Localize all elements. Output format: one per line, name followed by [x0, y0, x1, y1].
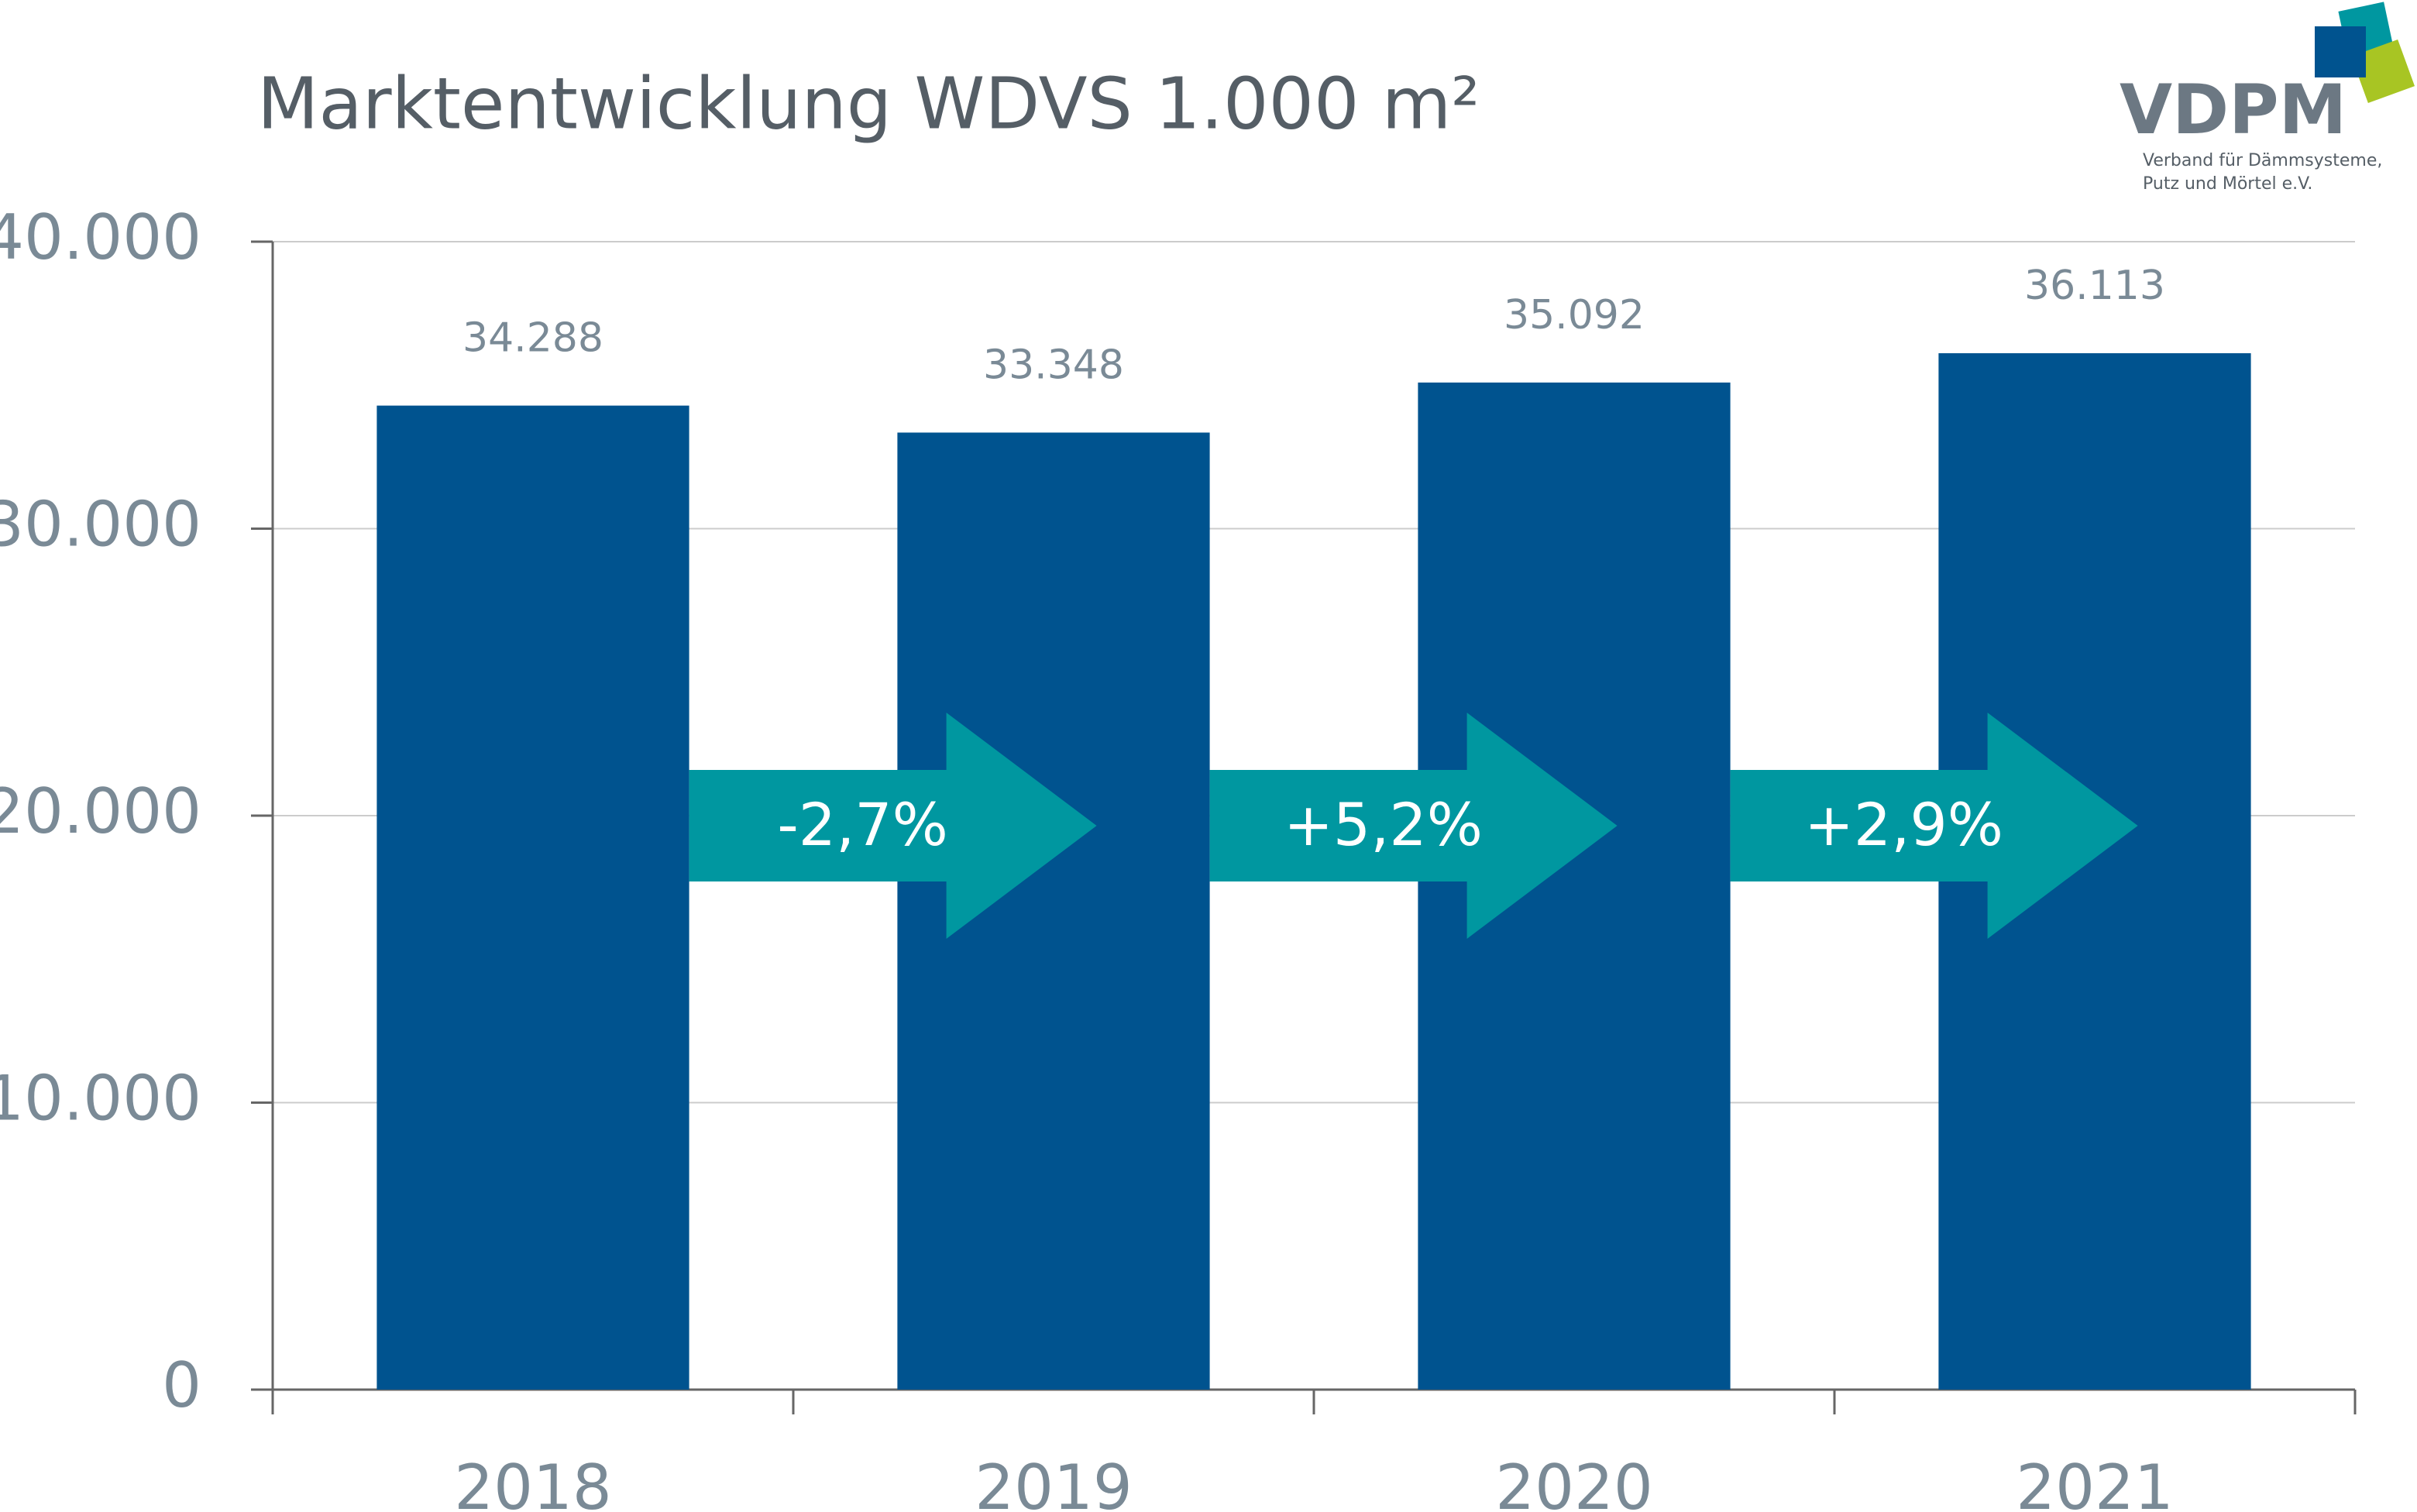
- x-tick-label: 2020: [1495, 1452, 1653, 1512]
- value-label: 36.113: [2024, 263, 2165, 309]
- logo-square: [2350, 39, 2415, 104]
- value-label: 34.288: [462, 315, 603, 362]
- bar: [1418, 382, 1731, 1390]
- change-arrow: [1730, 713, 2138, 939]
- bar: [897, 432, 1210, 1390]
- y-tick-label: 20.000: [0, 775, 201, 847]
- x-tick-label: 2021: [2016, 1452, 2174, 1512]
- y-tick-label: 40.000: [0, 201, 201, 273]
- change-label: +5,2%: [1284, 790, 1483, 859]
- x-tick-label: 2018: [454, 1452, 612, 1512]
- logo-line: Putz und Mörtel e.V.: [2143, 174, 2312, 194]
- change-label: +2,9%: [1804, 790, 2003, 859]
- value-label: 35.092: [1504, 292, 1645, 338]
- logo-name: VDPM: [2120, 70, 2347, 149]
- chart-title: Marktentwicklung WDVS 1.000 m²: [257, 62, 1480, 145]
- change-arrow: [1209, 713, 1618, 939]
- logo: VDPM Verband für Dämmsysteme, Putz und M…: [2120, 2, 2415, 194]
- y-tick-label: 30.000: [0, 488, 201, 560]
- logo-square: [2315, 26, 2366, 77]
- change-arrow: [689, 713, 1097, 939]
- x-tick-label: 2019: [975, 1452, 1133, 1512]
- logo-line: Verband für Dämmsysteme,: [2143, 151, 2382, 170]
- value-label: 33.348: [983, 342, 1124, 388]
- y-tick-label: 10.000: [0, 1062, 201, 1134]
- bar: [376, 405, 689, 1390]
- y-tick-label: 0: [162, 1349, 201, 1421]
- change-label: -2,7%: [777, 790, 948, 859]
